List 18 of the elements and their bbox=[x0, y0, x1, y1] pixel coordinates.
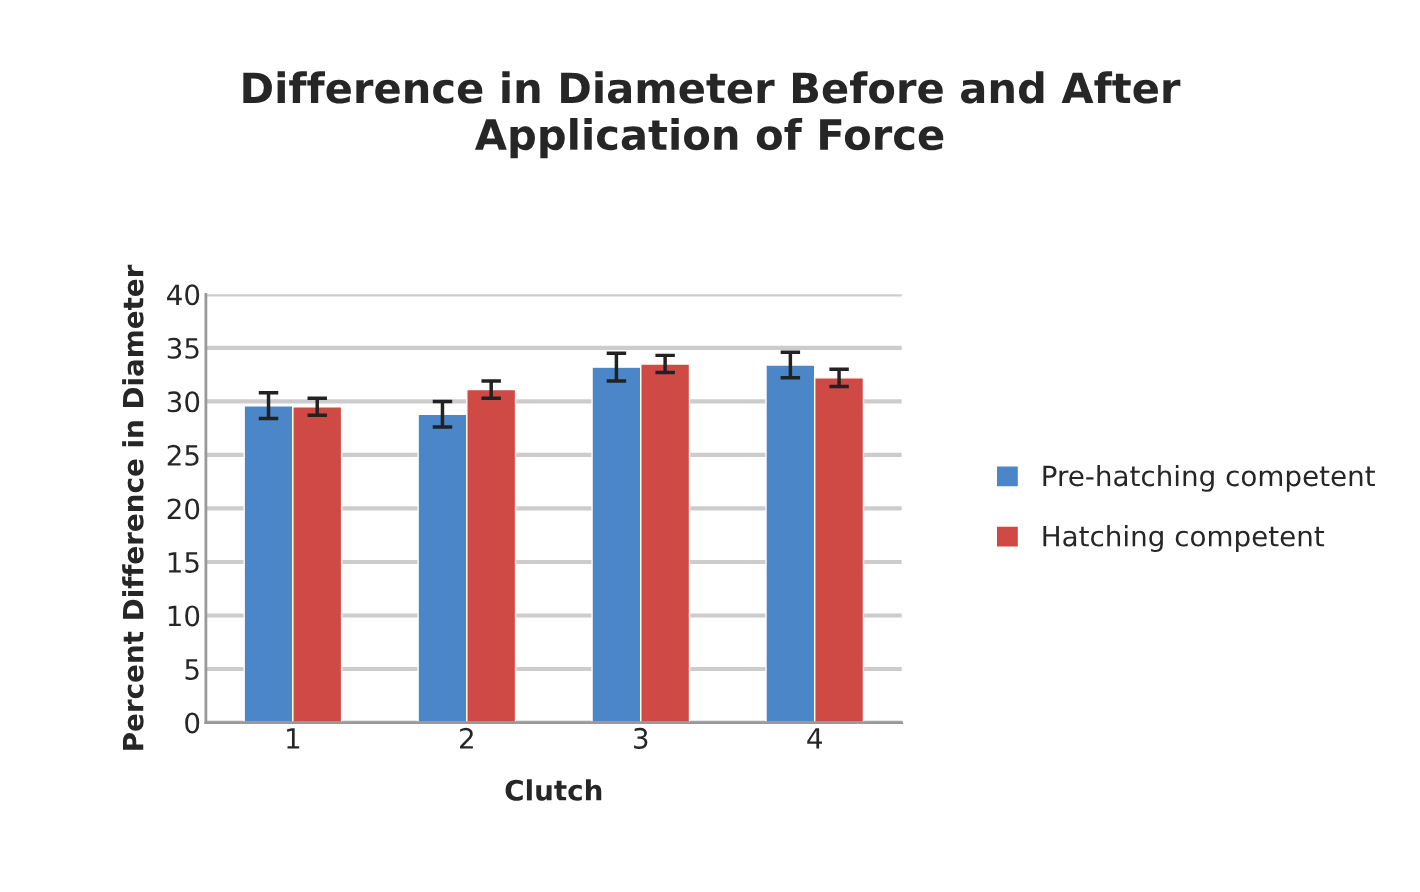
y-tick-label: 20 bbox=[167, 498, 200, 520]
y-axis-title: Percent Difference in Diameter bbox=[122, 264, 144, 750]
x-tick-label: 4 bbox=[807, 728, 822, 749]
x-tick-label: 1 bbox=[287, 728, 300, 749]
y-tick-label: 5 bbox=[185, 659, 199, 680]
y-tick-label: 35 bbox=[167, 337, 199, 359]
y-tick-label: 25 bbox=[167, 444, 199, 466]
chart-title: Difference in Diameter Before and After Application of Force bbox=[243, 71, 1181, 159]
y-tick-label: 10 bbox=[168, 605, 200, 627]
legend-label: Hatching competent bbox=[1043, 525, 1325, 552]
y-tick-label: 30 bbox=[167, 391, 200, 413]
legend-label: Pre-hatching competent bbox=[1043, 464, 1375, 492]
y-tick-label: 15 bbox=[168, 552, 199, 573]
y-tick-label: 0 bbox=[185, 712, 200, 734]
x-tick-label: 3 bbox=[634, 727, 648, 749]
x-axis-title: Clutch bbox=[505, 779, 602, 801]
y-tick-label: 40 bbox=[167, 284, 200, 306]
x-tick-label: 2 bbox=[460, 727, 473, 749]
